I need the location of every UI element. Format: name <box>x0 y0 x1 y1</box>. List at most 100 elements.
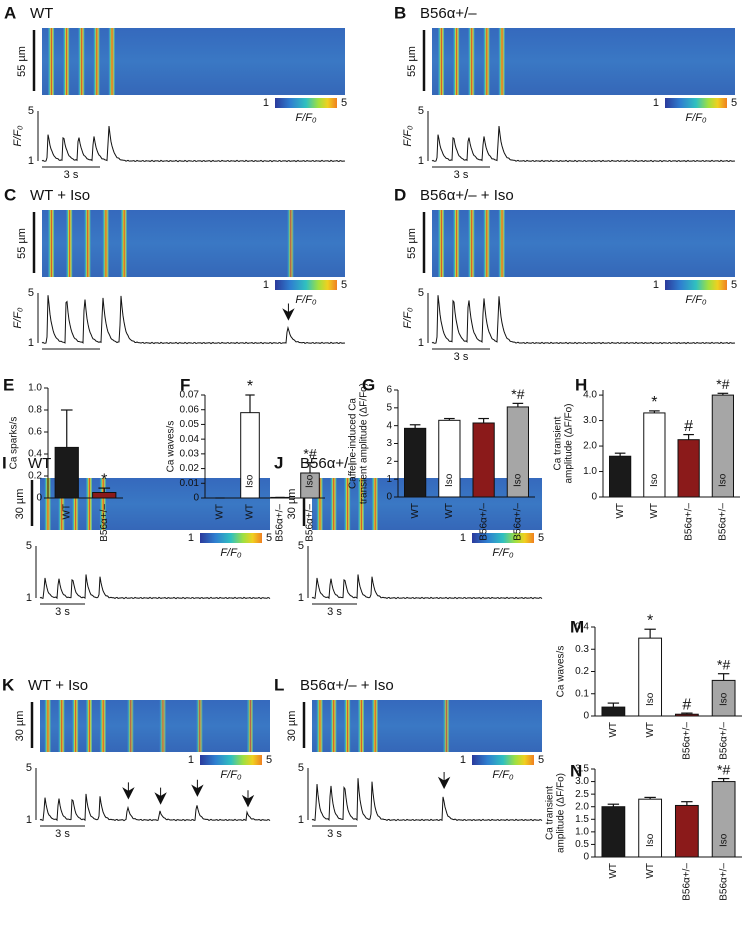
x-tick-label: WT <box>608 863 619 879</box>
linescan-stripe <box>48 210 55 277</box>
significance-mark: *# <box>717 761 730 777</box>
colorbar-max: 5 <box>266 754 272 766</box>
y-tick-label: 6 <box>386 385 392 396</box>
linescan-stripe <box>44 700 51 752</box>
bar-chart: N Ca transient amplitude (ΔF/Fo) 0 0.5 1.01.5… <box>545 761 742 901</box>
colorbar-min: 1 <box>460 754 466 766</box>
bar-chart: MCa waves/s 0 0.1 0.2 0.3 0.4 WT * Iso WT # B56α+/–… <box>556 612 742 760</box>
y-tick-label: 1.0 <box>583 466 597 477</box>
x-tick-label: WT <box>649 503 660 519</box>
trace-label: F/F₀ <box>402 125 414 146</box>
bar-inner-label: Iso <box>444 473 455 487</box>
significance-mark: # <box>682 696 691 713</box>
linescan-stripe <box>58 478 65 530</box>
linescan-stripe <box>453 210 460 277</box>
y-tick-label: 5 <box>386 402 392 413</box>
trace-tick: 1 <box>26 814 32 826</box>
colorbar <box>200 755 262 765</box>
significance-mark: *# <box>716 376 729 392</box>
linescan-panel: B B56α+/– 55 µm 1 5 F/F₀ 5 1 F/F₀ 3 s <box>394 3 737 180</box>
linescan-stripe <box>159 700 166 752</box>
linescan-image <box>42 28 345 95</box>
linescan-stripe <box>344 700 351 752</box>
colorbar-label: F/F₀ <box>685 112 706 124</box>
colorbar-min: 1 <box>188 532 194 544</box>
y-tick-label: 0.1 <box>575 688 589 699</box>
trace-tick: 5 <box>418 105 424 117</box>
x-tick-label: B56α+/– <box>513 503 524 541</box>
y-tick-label: 2 <box>386 456 392 467</box>
linescan-stripe <box>498 210 505 277</box>
y-tick-label: 0.2 <box>575 666 589 677</box>
trace <box>39 574 271 600</box>
y-axis-label: Ca transient <box>545 786 556 840</box>
x-tick-label: B56α+/– <box>718 503 729 541</box>
linescan-stripe <box>438 210 445 277</box>
x-tick-label: B56α+/– <box>718 722 729 760</box>
y-tick-label: 0 <box>193 493 199 504</box>
y-axis-label: Ca sparks/s <box>9 417 20 470</box>
colorbar <box>665 280 727 290</box>
y-tick-label: 4.0 <box>583 390 597 401</box>
panel-letter: N <box>570 761 582 780</box>
linescan-stripe <box>72 478 79 530</box>
trace-tick: 1 <box>28 337 34 349</box>
y-tick-label: 0 <box>36 493 42 504</box>
y-axis-label: amplitude (ΔF/Fo) <box>564 403 575 483</box>
trace-tick: 1 <box>418 337 424 349</box>
panel-letter: B <box>394 3 406 22</box>
linescan-stripe <box>498 28 505 95</box>
colorbar-max: 5 <box>538 754 544 766</box>
bar-inner-label: Iso <box>649 473 660 487</box>
y-tick-label: 3.5 <box>575 764 589 775</box>
x-tick-label: WT <box>215 504 226 520</box>
time-label: 3 s <box>454 169 469 181</box>
colorbar-min: 1 <box>653 97 659 109</box>
trace-label: F/F₀ <box>12 307 24 328</box>
linescan-panel: L B56α+/– + Iso 30 µm 1 5 F/F₀ 5 1 3 s <box>274 675 544 839</box>
panel-letter: I <box>2 453 7 472</box>
trace-tick: 5 <box>28 105 34 117</box>
colorbar <box>472 533 534 543</box>
time-label: 3 s <box>55 606 70 618</box>
colorbar-label: F/F₀ <box>220 769 241 781</box>
y-tick-label: 0.06 <box>180 404 200 415</box>
colorbar-min: 1 <box>263 97 269 109</box>
linescan-stripe <box>453 28 460 95</box>
linescan-panel: A WT 55 µm 1 5 F/F₀ 5 1 F/F₀ 3 s <box>4 3 347 180</box>
panel-letter: C <box>4 185 16 204</box>
linescan-image <box>42 210 345 277</box>
significance-mark: * <box>651 394 657 411</box>
linescan-image <box>312 700 542 752</box>
panel-title: B56α+/– <box>420 5 477 22</box>
panel-letter: G <box>362 375 375 394</box>
y-tick-label: 2.0 <box>575 801 589 812</box>
colorbar-label: F/F₀ <box>685 294 706 306</box>
linescan-stripe <box>58 700 65 752</box>
arrowhead <box>191 779 204 797</box>
x-tick-label: B56α+/– <box>275 504 286 542</box>
linescan-stripe <box>287 210 294 277</box>
linescan-stripe <box>72 700 79 752</box>
bar <box>674 713 699 717</box>
x-tick-label: WT <box>245 504 256 520</box>
trace-tick: 1 <box>418 155 424 167</box>
trace <box>41 295 346 345</box>
x-tick-label: B56α+/– <box>683 503 694 541</box>
y-tick-label: 0 <box>583 852 589 863</box>
linescan-stripe <box>108 28 115 95</box>
linescan-stripe <box>330 700 337 752</box>
trace-tick: 1 <box>28 155 34 167</box>
linescan-stripe <box>483 28 490 95</box>
trace-label: F/F₀ <box>12 125 24 146</box>
linescan-panel: K WT + Iso 30 µm 1 5 F/F₀ 5 1 3 s <box>2 675 272 839</box>
linescan-image <box>312 478 542 530</box>
bar-inner-label: Iso <box>645 833 656 847</box>
y-tick-label: 0.03 <box>180 448 200 459</box>
y-tick-label: 0.4 <box>575 622 589 633</box>
y-tick-label: 0 <box>583 711 589 722</box>
bar-chart: H Ca transient amplitude (ΔF/Fo) 0 1.0 2.0 3.0… <box>553 375 740 541</box>
linescan-panel: C WT + Iso 55 µm 1 5 F/F₀ 5 1 F/F₀ <box>4 185 347 350</box>
y-tick-label: 0 <box>591 492 597 503</box>
x-tick-label: B56α+/– <box>718 863 729 901</box>
